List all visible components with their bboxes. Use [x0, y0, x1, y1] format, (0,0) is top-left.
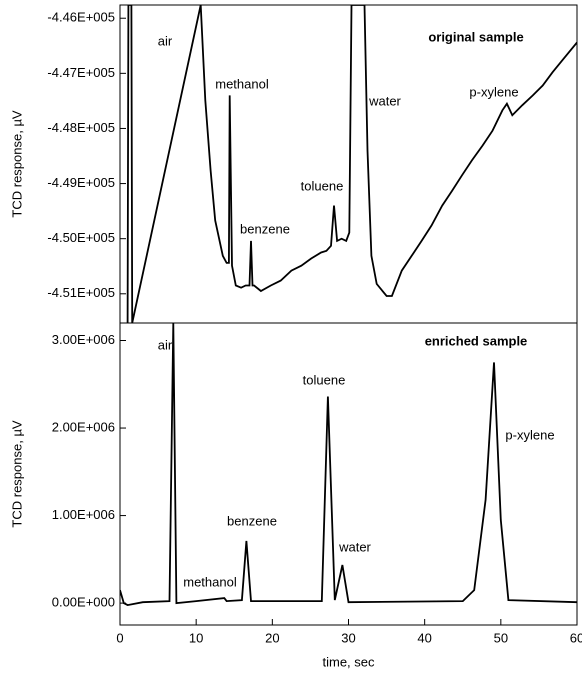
y-tick-label: -4.50E+005 — [47, 230, 115, 245]
x-tick-label: 60 — [570, 630, 582, 645]
peak-label: methanol — [183, 574, 237, 589]
y-tick-label: 1.00E+006 — [52, 507, 115, 522]
peak-label: water — [338, 539, 371, 554]
y-tick-label: 2.00E+006 — [52, 419, 115, 434]
x-tick-label: 0 — [116, 630, 123, 645]
peak-label: methanol — [215, 76, 269, 91]
peak-label: toluene — [301, 178, 344, 193]
y-tick-label: -4.48E+005 — [47, 120, 115, 135]
y-tick-label: -4.51E+005 — [47, 285, 115, 300]
x-tick-label: 40 — [417, 630, 431, 645]
panel-title: enriched sample — [425, 333, 528, 348]
y-tick-label: -4.49E+005 — [47, 175, 115, 190]
trace — [120, 323, 577, 607]
peak-label: p-xylene — [469, 84, 518, 99]
x-tick-label: 20 — [265, 630, 279, 645]
y-tick-label: 0.00E+000 — [52, 595, 115, 610]
panel-title: original sample — [428, 29, 523, 44]
trace — [126, 5, 577, 323]
x-tick-label: 10 — [189, 630, 203, 645]
peak-label: p-xylene — [505, 427, 554, 442]
peak-label: air — [158, 33, 173, 48]
peak-label: water — [368, 93, 401, 108]
y-tick-label: -4.47E+005 — [47, 65, 115, 80]
peak-label: toluene — [303, 372, 346, 387]
x-tick-label: 50 — [494, 630, 508, 645]
peak-label: air — [158, 337, 173, 352]
x-tick-label: 30 — [341, 630, 355, 645]
peak-label: benzene — [240, 221, 290, 236]
peak-label: benzene — [227, 513, 277, 528]
y-tick-label: 3.00E+006 — [52, 332, 115, 347]
y-tick-label: -4.46E+005 — [47, 10, 115, 25]
x-axis-label: time, sec — [322, 654, 375, 669]
y-axis-label: TCD response, µV — [9, 420, 24, 528]
y-axis-label: TCD response, µV — [9, 110, 24, 218]
